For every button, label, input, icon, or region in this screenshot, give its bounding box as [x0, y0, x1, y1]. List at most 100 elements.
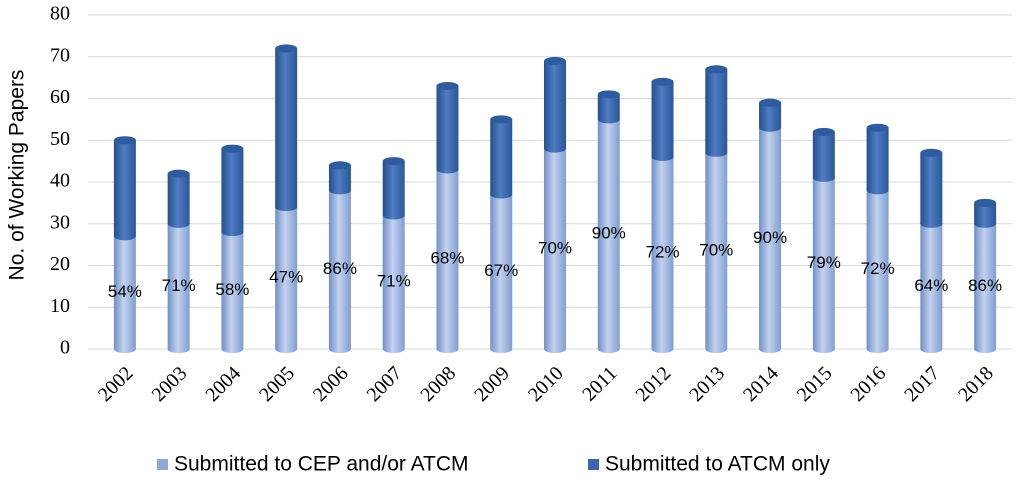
annotation: 90% [592, 224, 626, 243]
x-tick-label: 2017 [900, 362, 944, 406]
annotation: 72% [646, 242, 680, 261]
bar [544, 148, 566, 349]
bar-cap [275, 44, 298, 53]
annotation: 58% [215, 280, 249, 299]
bar [167, 173, 190, 224]
annotation: 86% [323, 259, 357, 278]
annotation: 90% [753, 228, 787, 247]
y-tick-label: 70 [50, 44, 70, 66]
legend-label: Submitted to ATCM only [605, 453, 830, 476]
bar [866, 190, 889, 349]
bar [974, 223, 997, 349]
bar-cap [167, 169, 190, 178]
bar [221, 232, 244, 349]
bar [167, 223, 190, 349]
bar-cap [490, 115, 513, 124]
legend-swatch [588, 459, 599, 470]
bar [705, 69, 728, 153]
annotation: 79% [807, 253, 841, 272]
legend-label: Submitted to CEP and/or ATCM [174, 453, 469, 476]
bar [113, 140, 136, 237]
y-tick-label: 10 [50, 295, 70, 317]
bar [866, 127, 889, 191]
x-tick-label: 2014 [739, 362, 783, 406]
y-tick-label: 0 [60, 337, 70, 359]
x-tick-label: 2007 [363, 362, 407, 406]
x-tick-label: 2010 [524, 362, 568, 406]
x-tick-label: 2016 [847, 362, 891, 406]
bar [705, 152, 728, 349]
y-tick-label: 30 [50, 211, 70, 233]
bar [759, 127, 782, 349]
annotation: 86% [968, 276, 1002, 295]
annotation: 72% [861, 259, 895, 278]
x-tick-label: 2013 [685, 362, 729, 406]
bar [382, 215, 405, 349]
bar [328, 190, 351, 349]
bar [597, 119, 620, 349]
bar-cap [382, 157, 405, 166]
y-tick-label: 60 [50, 86, 70, 108]
bar [812, 131, 835, 178]
x-tick-label: 2004 [201, 362, 245, 406]
bar-cap [812, 127, 835, 136]
bar-cap [651, 77, 674, 86]
bar [113, 236, 136, 349]
annotation: 67% [484, 261, 518, 280]
annotation: 70% [699, 240, 733, 259]
bar-cap [759, 98, 782, 107]
bar-cap [221, 144, 244, 153]
bar [920, 223, 943, 349]
bar [382, 161, 405, 216]
bar [490, 119, 513, 195]
bar [436, 85, 459, 170]
x-tick-label: 2003 [148, 362, 192, 406]
bar [759, 102, 782, 128]
annotation: 71% [377, 272, 411, 291]
bar-cap [328, 161, 351, 170]
x-tick-label: 2011 [578, 362, 621, 405]
x-tick-label: 2018 [954, 362, 998, 406]
y-tick-label: 40 [50, 170, 70, 192]
bar [328, 165, 351, 191]
bar [544, 60, 566, 149]
x-tick-label: 2002 [94, 362, 138, 406]
bar-cap [544, 56, 566, 65]
x-tick-label: 2008 [416, 362, 460, 406]
y-tick-label: 80 [50, 3, 70, 25]
y-tick-label: 20 [50, 253, 70, 275]
annotation: 70% [538, 238, 572, 257]
x-tick-label: 2009 [470, 362, 514, 406]
bar [275, 48, 298, 208]
x-tick-label: 2006 [309, 362, 353, 406]
annotation: 54% [108, 282, 142, 301]
annotation: 47% [269, 268, 303, 287]
bar [651, 156, 674, 349]
y-axis-title: No. of Working Papers [6, 70, 29, 281]
bar [490, 194, 513, 349]
annotation: 71% [162, 276, 196, 295]
bar-cap [113, 136, 136, 145]
bar-cap [974, 198, 997, 207]
bar-cap [920, 148, 943, 157]
legend-swatch [157, 459, 168, 470]
annotation: 64% [914, 276, 948, 295]
bar [275, 207, 298, 349]
bar-cap [705, 65, 728, 74]
bar-cap [597, 90, 620, 99]
bar [812, 177, 835, 349]
y-tick-label: 50 [50, 128, 70, 150]
bar [920, 152, 943, 224]
bar-cap [866, 123, 889, 132]
bar [597, 94, 620, 120]
x-tick-label: 2005 [255, 362, 299, 406]
bar [974, 202, 997, 224]
x-tick-label: 2012 [631, 362, 675, 406]
annotation: 68% [430, 249, 464, 268]
bar [651, 81, 674, 157]
x-tick-label: 2015 [793, 362, 837, 406]
bar-cap [436, 81, 459, 90]
bar [436, 169, 459, 349]
